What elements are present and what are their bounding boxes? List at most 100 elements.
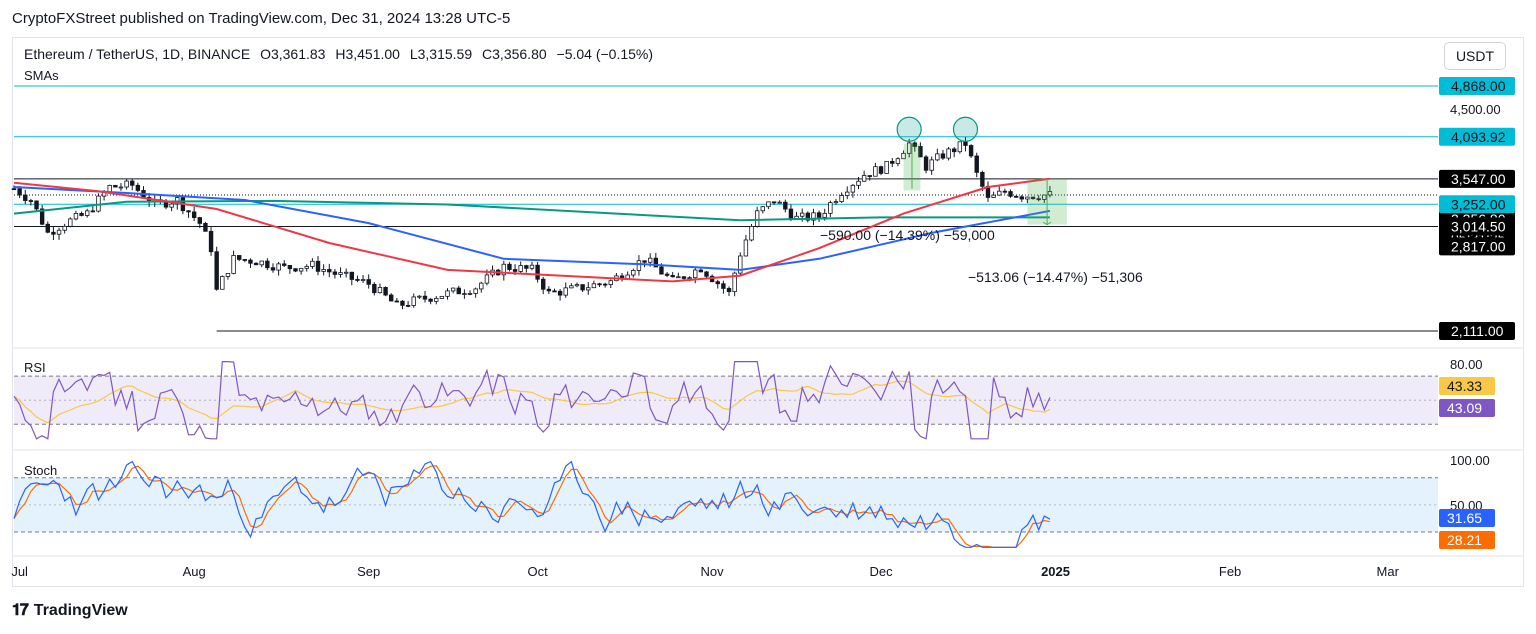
candle-up bbox=[467, 293, 473, 295]
candle-down bbox=[968, 145, 974, 157]
candle-down bbox=[186, 210, 191, 213]
rsi-value-label: 43.09 bbox=[1447, 400, 1482, 416]
price-label: 4,093.92 bbox=[1451, 129, 1506, 145]
time-axis-tick: Feb bbox=[1219, 564, 1241, 579]
stoch-d-line[interactable] bbox=[13, 465, 1051, 548]
candle-down bbox=[878, 166, 884, 174]
price-label-box bbox=[1439, 195, 1515, 214]
ohlc-close: C3,356.80 bbox=[482, 46, 547, 62]
double-top-circle[interactable] bbox=[952, 116, 979, 142]
candle-down bbox=[282, 263, 287, 266]
candle-up bbox=[298, 267, 304, 272]
candle-down bbox=[349, 271, 354, 280]
candle-down bbox=[366, 279, 371, 285]
candle-up bbox=[895, 158, 901, 164]
symbol-name[interactable]: Ethereum / TetherUS, 1D, BINANCE bbox=[24, 46, 251, 62]
candle-up bbox=[484, 274, 490, 284]
rsi-title: RSI bbox=[24, 360, 46, 375]
candle-up bbox=[73, 212, 79, 220]
candle-down bbox=[39, 208, 45, 225]
candle-down bbox=[698, 269, 704, 273]
candle-up bbox=[738, 255, 743, 274]
time-axis-tick: Sep bbox=[357, 564, 380, 579]
candle-up bbox=[608, 280, 613, 285]
tradingview-logo[interactable]: 𝟏𝟕 TradingView bbox=[12, 602, 128, 620]
candle-up bbox=[439, 295, 445, 299]
candle-up bbox=[220, 276, 225, 290]
price-label: 2,111.00 bbox=[1451, 323, 1504, 339]
candle-down bbox=[602, 283, 608, 286]
candle-down bbox=[197, 217, 202, 224]
rsi-line[interactable] bbox=[13, 361, 1051, 440]
stoch-k-line[interactable] bbox=[13, 460, 1051, 548]
candle-up bbox=[501, 263, 507, 276]
sma-red-line[interactable] bbox=[13, 177, 1051, 283]
candle-up bbox=[800, 212, 805, 217]
candle-up bbox=[845, 191, 850, 196]
double-top-circle[interactable] bbox=[896, 116, 922, 142]
candle-down bbox=[653, 257, 659, 268]
candle-up bbox=[957, 141, 963, 153]
candle-up bbox=[833, 201, 839, 204]
time-axis-tick: Aug bbox=[183, 564, 206, 579]
candle-up bbox=[338, 272, 343, 275]
rsi-value-box bbox=[1439, 377, 1495, 395]
candle-up bbox=[360, 279, 366, 281]
candle-down bbox=[191, 211, 197, 218]
candle-up bbox=[259, 260, 264, 266]
tradingview-logo-text: TradingView bbox=[33, 602, 128, 619]
candle-up bbox=[124, 180, 129, 188]
candle-down bbox=[253, 262, 259, 266]
candle-up bbox=[304, 266, 309, 269]
candle-down bbox=[389, 294, 394, 302]
candle-down bbox=[332, 271, 338, 275]
candle-up bbox=[749, 225, 754, 241]
candle-up bbox=[321, 269, 326, 272]
candle-up bbox=[850, 184, 856, 193]
candle-down bbox=[721, 283, 726, 289]
stoch-value-box bbox=[1439, 509, 1495, 527]
sma-blue-line[interactable] bbox=[13, 186, 1051, 271]
candle-up bbox=[636, 260, 642, 271]
ohlc-low: L3,315.59 bbox=[409, 46, 473, 62]
price-label-box bbox=[1439, 217, 1515, 236]
symbol-legend[interactable]: Ethereum / TetherUS, 1D, BINANCE O3,361.… bbox=[24, 46, 659, 62]
candle-up bbox=[445, 290, 450, 297]
ohlc-change: −5.04 (−0.15%) bbox=[556, 46, 654, 62]
candle-down bbox=[236, 255, 242, 260]
candle-up bbox=[56, 229, 62, 235]
candle-up bbox=[822, 212, 827, 218]
candle-down bbox=[642, 260, 647, 263]
candle-down bbox=[45, 223, 50, 233]
candle-down bbox=[90, 210, 96, 213]
candle-down bbox=[372, 283, 377, 294]
candle-down bbox=[788, 208, 794, 220]
candle-down bbox=[890, 160, 895, 164]
candle-down bbox=[912, 142, 917, 147]
time-axis-tick: Mar bbox=[1377, 564, 1400, 579]
sma-green-line[interactable] bbox=[13, 199, 1050, 222]
candle-up bbox=[118, 186, 124, 189]
rsi-ma-line[interactable] bbox=[13, 380, 1051, 424]
candle-up bbox=[169, 203, 174, 208]
candle-up bbox=[929, 159, 934, 171]
candle-up bbox=[462, 293, 467, 295]
candle-down bbox=[28, 200, 34, 202]
candle-down bbox=[670, 275, 675, 278]
candle-down bbox=[552, 290, 557, 293]
candle-down bbox=[940, 153, 946, 159]
candle-up bbox=[434, 298, 439, 302]
stoch-value-label: 28.21 bbox=[1447, 532, 1482, 548]
candle-down bbox=[867, 175, 872, 177]
candle-up bbox=[411, 296, 416, 306]
measure-arrowhead bbox=[1042, 221, 1052, 226]
candle-down bbox=[597, 283, 602, 286]
candle-up bbox=[450, 287, 456, 292]
measure-annotation: −590.00 (−14.39%) −59,000 bbox=[820, 227, 995, 243]
candle-up bbox=[839, 195, 844, 202]
indicator-legend-smas[interactable]: SMAs bbox=[24, 68, 59, 83]
currency-button[interactable]: USDT bbox=[1444, 42, 1506, 70]
candle-down bbox=[704, 271, 709, 277]
candle-down bbox=[1030, 196, 1036, 200]
